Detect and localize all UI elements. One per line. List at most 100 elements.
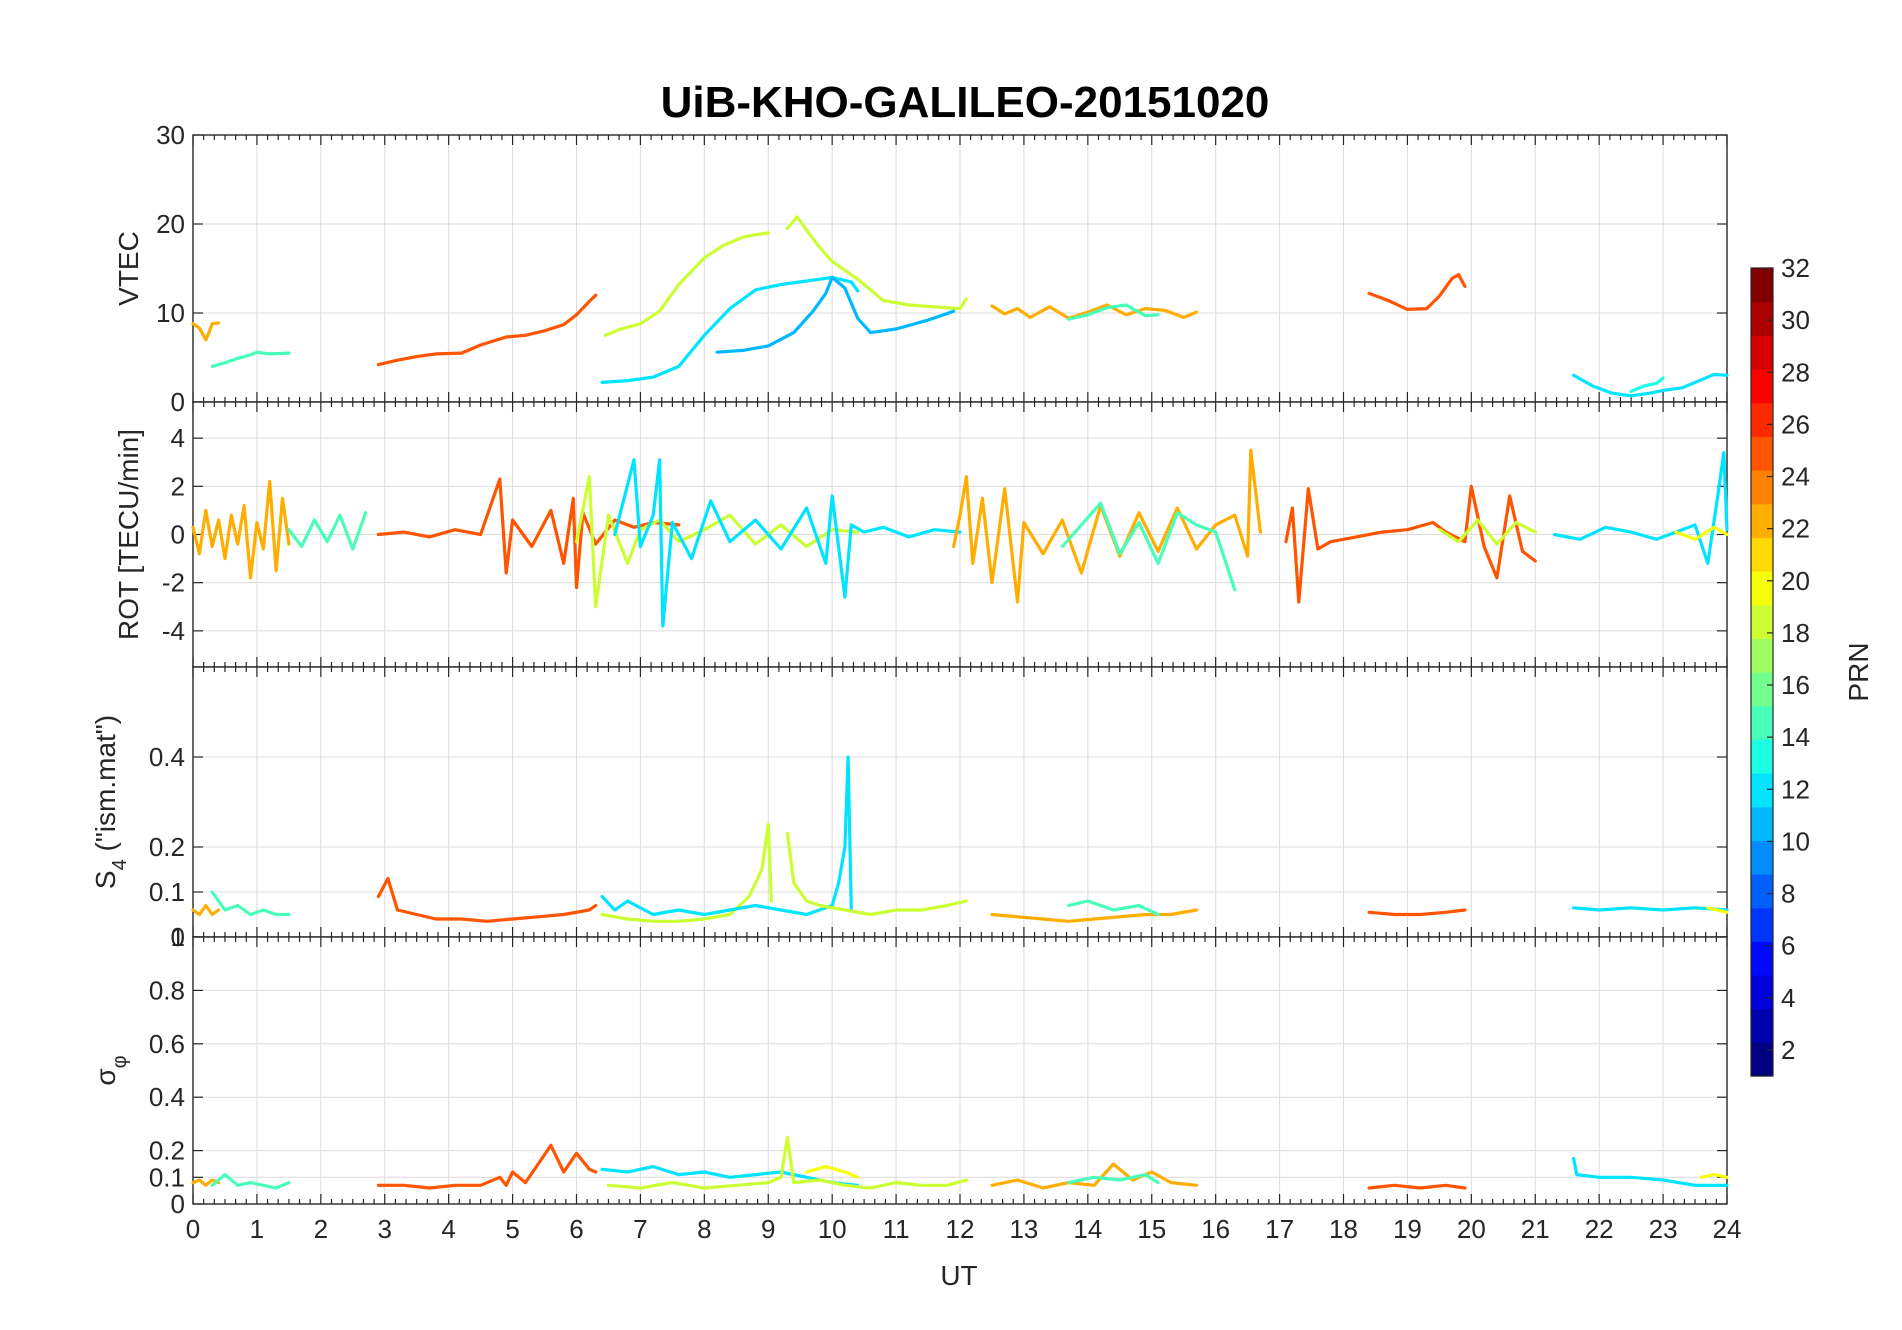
colorbar-segment [1751,537,1773,572]
prn-12-trace [600,755,853,917]
colorbar-segment [1751,840,1773,875]
x-tick-label: 23 [1649,1214,1678,1244]
prn-15-trace [210,350,291,368]
y-tick-label: -2 [162,568,185,598]
y-axis-label: ROT [TECU/min] [113,429,144,640]
colorbar-segment [1751,874,1773,909]
panel-3: 0 0.1 0.2 0.4 S4 ("ism.mat") [90,666,1729,952]
colorbar-segment [1751,503,1773,538]
prn-12-trace [1572,906,1729,912]
x-tick-label: 22 [1585,1214,1614,1244]
prn-15-trace [210,1173,291,1190]
x-tick-label: 1 [250,1214,264,1244]
prn-19-trace [1437,518,1537,546]
x-tick-label: 8 [697,1214,711,1244]
panel-2: -4 -2 0 2 4 ROT [TECU/min] [113,401,1729,668]
x-tick-label: 10 [818,1214,847,1244]
prn-25-trace [1367,908,1467,917]
prn-22-trace [191,321,221,342]
y-tick-label: 10 [156,298,185,328]
y-tick-label: 0.6 [149,1029,185,1059]
prn-12-trace [1572,1157,1729,1187]
prn-25-trace [1284,484,1537,604]
x-tick-label: 16 [1201,1214,1230,1244]
x-tick-label: 14 [1073,1214,1102,1244]
y-tick-label: 20 [156,209,185,239]
colorbar-segment [1751,604,1773,639]
y-tick-label: 0.1 [149,1162,185,1192]
prn-25-trace [376,1143,598,1190]
prn-19-trace [600,822,773,923]
x-tick-label: 20 [1457,1214,1486,1244]
prn-19-trace [785,831,968,917]
colorbar-segment [1751,335,1773,370]
prn-12-trace [613,458,962,628]
prn-20-trace [1706,906,1729,914]
colorbar-segment [1751,773,1773,808]
x-tick-label: 2 [314,1214,328,1244]
colorbar-segment [1751,1042,1773,1077]
prn-22-trace [191,903,221,917]
x-tick-label: 13 [1009,1214,1038,1244]
y-tick-label: 1 [171,922,185,952]
colorbar-tick-label: 10 [1781,826,1810,856]
prn-25-trace [1367,1183,1467,1190]
colorbar-segment [1751,369,1773,404]
colorbar-tick-label: 8 [1781,879,1795,909]
prn-22-trace [952,448,1262,604]
y-tick-label: 0.1 [149,877,185,907]
prn-25-trace [1367,273,1467,311]
prn-19-trace [603,231,770,337]
y-tick-label: -4 [162,616,185,646]
x-tick-label: 19 [1393,1214,1422,1244]
colorbar-tick-label: 24 [1781,462,1810,492]
y-tick-label: 0 [171,520,185,550]
prn-20-trace [1674,525,1729,541]
panel-1: 0 10 20 30 VTEC [113,120,1729,417]
colorbar-tick-label: 4 [1781,983,1795,1013]
colorbar-segment [1751,638,1773,673]
x-axis-label: UT [940,1260,977,1291]
colorbar-tick-label: 6 [1781,931,1795,961]
colorbar-tick-label: 28 [1781,357,1810,387]
prn-15-trace [210,890,291,917]
prn-20-trace [805,1165,860,1179]
colorbar-tick-label: 22 [1781,514,1810,544]
prn-22-trace [191,1178,221,1187]
colorbar-segment [1751,436,1773,471]
y-tick-label: 0.4 [149,1082,185,1112]
colorbar-frame [1750,267,1774,1077]
colorbar-tick-label: 12 [1781,774,1810,804]
chart-title: UiB-KHO-GALILEO-20151020 [661,78,1270,127]
y-tick-label: 0.8 [149,975,185,1005]
colorbar-segment [1751,705,1773,740]
colorbar-tick-label: 2 [1781,1035,1795,1065]
prn-15-trace [287,511,368,551]
colorbar-segment [1751,907,1773,942]
prn-14-trace [1067,899,1160,917]
prn-13-trace [1629,376,1665,393]
prn-25-trace [376,293,598,367]
prn-22-trace [990,908,1199,923]
x-tick-label: 15 [1137,1214,1166,1244]
x-tick-label: 9 [761,1214,775,1244]
x-tick-label: 3 [378,1214,392,1244]
x-tick-label: 4 [441,1214,455,1244]
y-tick-label: 0.4 [149,742,185,772]
x-tick-label: 11 [883,1214,910,1244]
y-tick-label: 4 [171,423,185,453]
prn-14-trace [1067,303,1160,321]
colorbar-tick-label: 20 [1781,566,1810,596]
prn-14-trace [1060,501,1237,592]
x-tick-label: 0 [186,1214,200,1244]
prn-25-trace [376,876,598,923]
colorbar-segment [1751,571,1773,606]
colorbar-segment [1751,975,1773,1010]
y-tick-label: 0 [171,387,185,417]
x-tick-label: 21 [1521,1214,1550,1244]
colorbar-segment [1751,470,1773,505]
